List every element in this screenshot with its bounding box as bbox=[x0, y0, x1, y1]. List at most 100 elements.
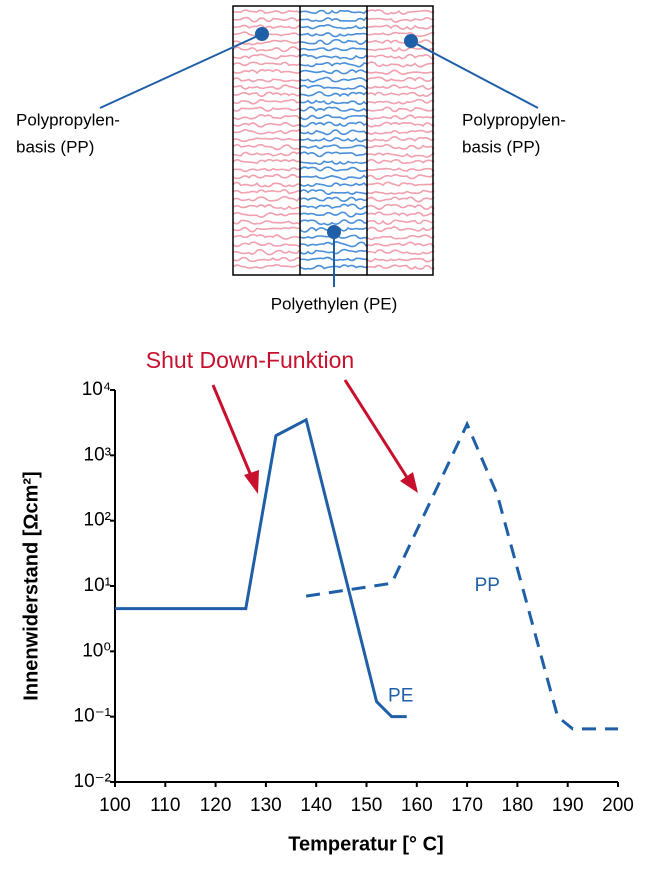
series-label: PP bbox=[475, 575, 500, 596]
fibre bbox=[232, 204, 301, 210]
fibre bbox=[232, 189, 301, 195]
fibre bbox=[366, 91, 435, 97]
annotation: Shut Down-Funktion bbox=[146, 347, 354, 373]
fibre bbox=[232, 84, 301, 90]
x-tick-label: 120 bbox=[200, 795, 232, 816]
fibre bbox=[299, 114, 368, 121]
fibre bbox=[299, 144, 368, 150]
left-label: basis (PP) bbox=[16, 137, 94, 156]
marker-dot bbox=[255, 27, 269, 41]
fibre bbox=[366, 249, 435, 256]
y-tick-label: 10² bbox=[84, 510, 111, 531]
fibre bbox=[232, 77, 301, 83]
fibre bbox=[299, 76, 368, 83]
fibre bbox=[366, 76, 435, 82]
fibre bbox=[366, 219, 435, 225]
fibre bbox=[232, 151, 301, 157]
x-tick-label: 100 bbox=[99, 795, 131, 816]
fibre bbox=[232, 248, 301, 256]
x-tick-label: 140 bbox=[300, 795, 332, 816]
fibre bbox=[299, 32, 368, 38]
fibre bbox=[232, 173, 301, 180]
fibre bbox=[299, 129, 368, 136]
fibre bbox=[366, 257, 435, 263]
right-label: Polypropylen- bbox=[462, 110, 566, 129]
fibre bbox=[299, 9, 368, 15]
y-axis-title: Innenwiderstand [Ωcm²] bbox=[20, 471, 42, 700]
fibre bbox=[366, 135, 435, 142]
y-tick-label: 10⁻² bbox=[74, 771, 112, 792]
y-tick-label: 10³ bbox=[84, 444, 111, 465]
series-line bbox=[115, 417, 407, 719]
y-tick-label: 10⁴ bbox=[82, 379, 111, 400]
marker-dot bbox=[327, 225, 341, 239]
fibre bbox=[232, 31, 301, 38]
x-axis-title: Temperatur [° C] bbox=[288, 833, 443, 855]
fibre bbox=[366, 84, 435, 90]
fibre bbox=[232, 69, 301, 75]
fibre bbox=[232, 241, 301, 248]
fibre bbox=[232, 106, 301, 112]
leader-line bbox=[99, 33, 263, 109]
fibre bbox=[299, 189, 368, 195]
fibre bbox=[232, 16, 301, 23]
fibre bbox=[232, 128, 301, 135]
fibre bbox=[299, 264, 368, 270]
fibre bbox=[299, 91, 368, 98]
fibre bbox=[366, 158, 435, 165]
fibre bbox=[366, 16, 435, 23]
left-label: Polypropylen- bbox=[16, 110, 120, 129]
series-label: PE bbox=[388, 686, 413, 707]
fibre bbox=[232, 137, 301, 143]
fibre bbox=[366, 129, 435, 135]
fibre bbox=[299, 61, 368, 68]
fibre bbox=[299, 181, 368, 188]
fibre bbox=[232, 61, 301, 67]
fibre bbox=[366, 121, 435, 128]
fibre bbox=[299, 84, 368, 90]
fibre bbox=[232, 195, 301, 203]
series-line bbox=[305, 420, 618, 731]
fibre bbox=[299, 203, 368, 210]
fibre bbox=[366, 9, 435, 15]
fibre bbox=[299, 166, 368, 172]
fibre bbox=[366, 61, 435, 68]
fibre bbox=[366, 143, 435, 150]
fibre bbox=[299, 160, 368, 166]
fibre bbox=[299, 106, 368, 112]
fibre bbox=[299, 99, 368, 106]
fibre bbox=[299, 38, 368, 46]
fibre bbox=[232, 121, 301, 128]
arrowhead bbox=[400, 472, 418, 493]
fibre bbox=[299, 47, 368, 52]
fibre bbox=[299, 211, 368, 218]
fibre bbox=[232, 114, 301, 120]
fibre bbox=[366, 196, 435, 203]
fibre bbox=[366, 53, 435, 61]
fibre bbox=[366, 39, 435, 45]
fibre bbox=[366, 106, 435, 113]
fibre bbox=[366, 241, 435, 248]
fibre bbox=[232, 256, 301, 263]
x-tick-label: 110 bbox=[150, 795, 180, 816]
fibre bbox=[232, 53, 301, 60]
fibre bbox=[299, 174, 368, 181]
fibre bbox=[299, 196, 368, 203]
fibre bbox=[366, 114, 435, 120]
fibre bbox=[366, 181, 435, 187]
y-tick-label: 10⁻¹ bbox=[74, 706, 112, 727]
fibre bbox=[232, 233, 301, 240]
fibre bbox=[366, 31, 435, 37]
x-tick-label: 160 bbox=[401, 795, 433, 816]
fibre bbox=[366, 98, 435, 105]
fibre bbox=[299, 69, 368, 75]
fibre bbox=[232, 263, 301, 270]
fibre bbox=[232, 181, 301, 188]
fibre bbox=[232, 219, 301, 225]
fibre bbox=[232, 46, 301, 53]
x-tick-label: 190 bbox=[552, 795, 584, 816]
x-tick-label: 170 bbox=[451, 795, 483, 816]
fibre bbox=[366, 264, 435, 270]
fibre bbox=[299, 53, 368, 60]
y-tick-label: 10⁰ bbox=[82, 640, 111, 661]
